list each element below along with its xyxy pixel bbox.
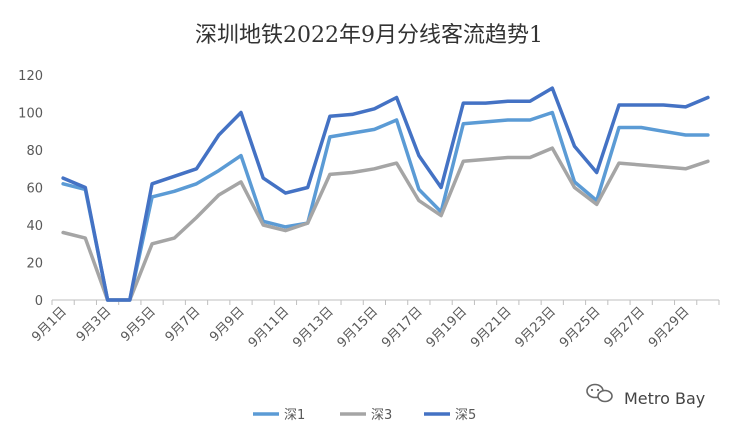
x-tick-label: 9月27日: [601, 304, 648, 351]
chart-title: 深圳地铁2022年9月分线客流趋势1: [195, 23, 543, 48]
y-tick-label: 80: [26, 144, 43, 159]
legend-label: 深1: [284, 408, 305, 423]
x-tick-label: 9月29日: [646, 304, 693, 351]
watermark-text: Metro Bay: [624, 389, 705, 408]
x-tick-label: 9月23日: [513, 304, 560, 351]
x-tick-label: 9月5日: [118, 304, 159, 345]
legend-label: 深3: [371, 408, 392, 423]
x-tick-label: 9月7日: [163, 304, 204, 345]
y-axis: 0 20 40 60 80 100 120: [18, 69, 43, 309]
legend: 深1 深3 深5: [253, 408, 476, 423]
series-line-深3: [61, 146, 710, 302]
x-tick-label: 9月13日: [290, 304, 337, 351]
plot-area: [61, 86, 710, 302]
x-axis: 9月1日 9月3日 9月5日 9月7日 9月9日9月11日9月13日9月15日9月17日…: [29, 299, 720, 351]
series-line-深1: [61, 110, 710, 302]
y-tick-label: 20: [26, 257, 43, 272]
y-tick-label: 100: [18, 107, 43, 122]
x-tick-label: 9月15日: [335, 304, 382, 351]
x-tick-label: 9月17日: [379, 304, 426, 351]
x-tick-label: 9月19日: [424, 304, 471, 351]
x-tick-label: 9月3日: [74, 304, 115, 345]
y-tick-label: 40: [26, 219, 43, 234]
x-tick-label: 9月11日: [246, 304, 293, 351]
y-tick-label: 0: [35, 294, 43, 309]
wechat-icon: [586, 383, 613, 403]
y-tick-label: 120: [18, 69, 43, 84]
legend-label: 深5: [455, 408, 476, 423]
series-line-深5: [61, 86, 710, 302]
watermark: Metro Bay: [586, 383, 705, 408]
x-tick-label: 9月25日: [557, 304, 604, 351]
x-tick-label: 9月21日: [468, 304, 515, 351]
x-tick-label: 9月1日: [29, 304, 70, 345]
y-tick-label: 60: [26, 182, 43, 197]
x-tick-label: 9月9日: [207, 304, 248, 345]
